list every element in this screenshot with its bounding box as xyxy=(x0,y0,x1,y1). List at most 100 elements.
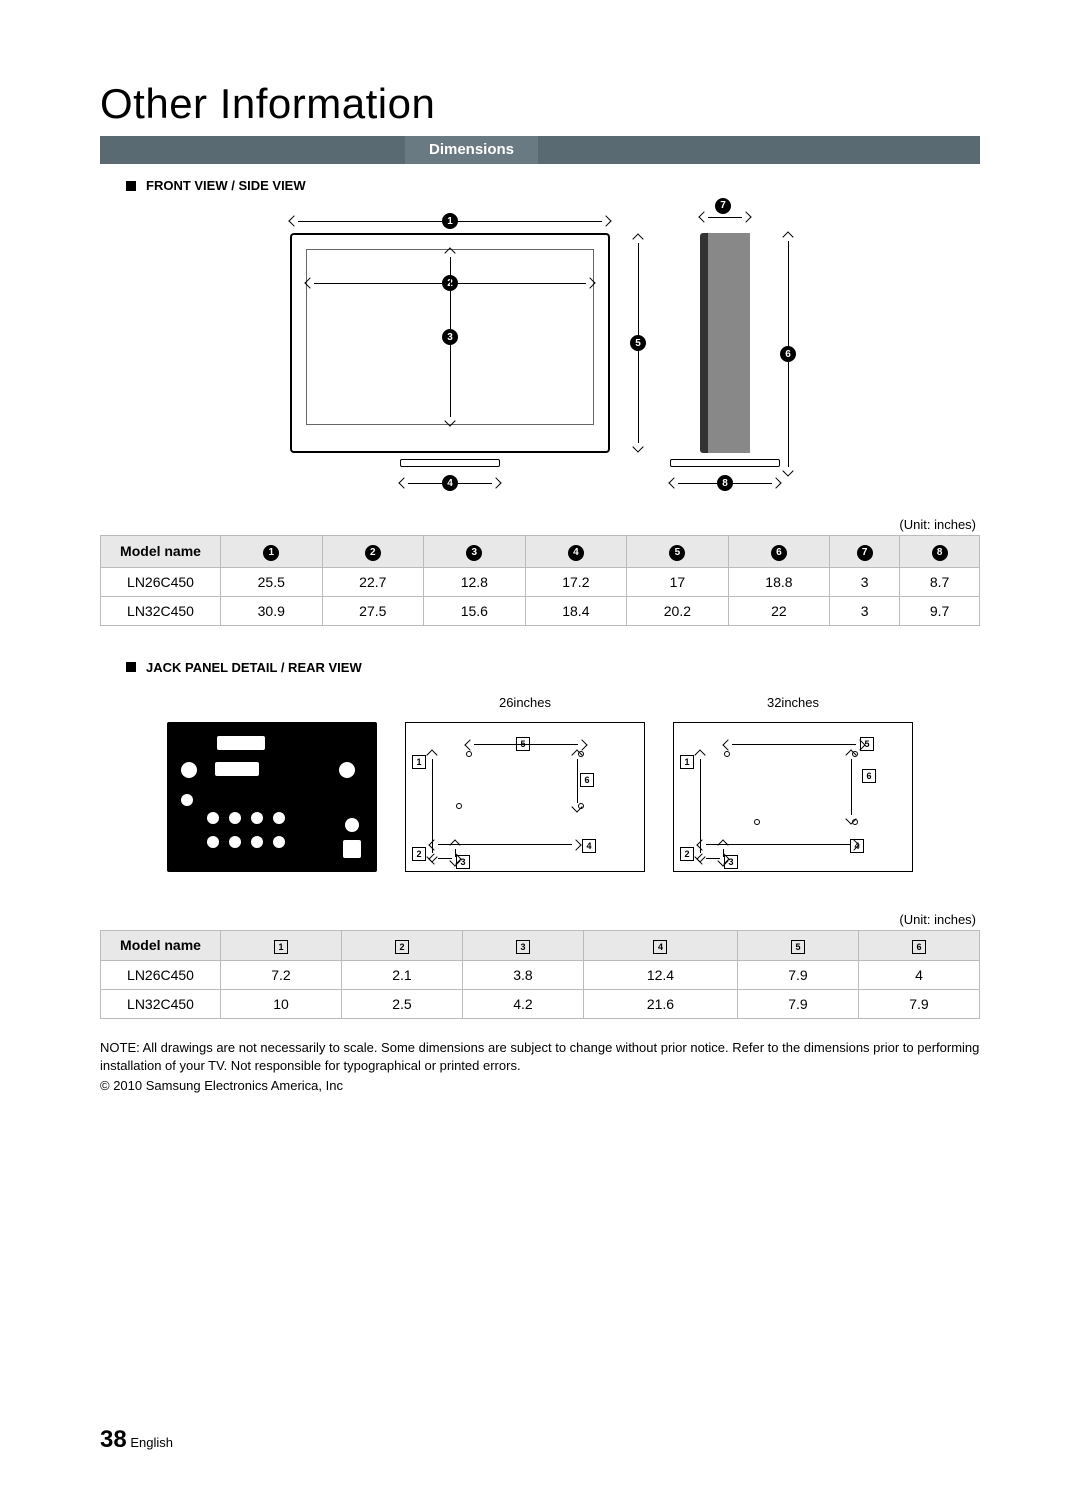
rnum-2-26: 2 xyxy=(412,847,426,861)
mount-hole xyxy=(466,751,472,757)
port-antin xyxy=(345,818,359,832)
t2-r0-c1: 2.1 xyxy=(341,960,462,989)
t2-model-hdr: Model name xyxy=(101,930,221,960)
mount-hole xyxy=(754,819,760,825)
section-header-text: Dimensions xyxy=(405,136,538,164)
rdim-3-32 xyxy=(719,841,727,865)
port-av-l xyxy=(207,836,219,848)
badge-4: 4 xyxy=(442,475,458,491)
port-av-v xyxy=(251,836,263,848)
t1-h5: 5 xyxy=(627,536,729,568)
rnum-2-32: 2 xyxy=(680,847,694,861)
t1-r1-c1: 27.5 xyxy=(322,596,424,625)
tv-stand-side xyxy=(670,459,780,467)
t2-r0-c5: 4 xyxy=(858,960,979,989)
rdim-1-32 xyxy=(696,751,704,861)
rnum-1-32: 1 xyxy=(680,755,694,769)
t1-r0-model: LN26C450 xyxy=(101,567,221,596)
t2-r1-c1: 2.5 xyxy=(341,989,462,1018)
t2-r1-c3: 21.6 xyxy=(583,989,737,1018)
t1-h8: 8 xyxy=(900,536,980,568)
rear-diagram-row: 1 2 3 4 5 6 1 2 3 4 5 6 xyxy=(100,722,980,872)
badge-1: 1 xyxy=(442,213,458,229)
port-hdmi xyxy=(217,736,265,750)
t2-h4: 4 xyxy=(583,930,737,960)
dimensions-table-2: Model name 1 2 3 4 5 6 LN26C450 7.2 2.1 … xyxy=(100,930,980,1019)
page-number: 38 xyxy=(100,1426,127,1453)
subhead-front-text: FRONT VIEW / SIDE VIEW xyxy=(146,178,306,193)
unit-label-2: (Unit: inches) xyxy=(100,912,980,927)
table1-header-row: Model name 1 2 3 4 5 6 7 8 xyxy=(101,536,980,568)
t2-r0-model: LN26C450 xyxy=(101,960,221,989)
section-header-bar: Dimensions xyxy=(100,136,980,164)
table-row: LN26C450 25.5 22.7 12.8 17.2 17 18.8 3 8… xyxy=(101,567,980,596)
rnum-4-26: 4 xyxy=(582,839,596,853)
t1-h4: 4 xyxy=(525,536,627,568)
rnum-1-26: 1 xyxy=(412,755,426,769)
unit-label-1: (Unit: inches) xyxy=(100,517,980,532)
t2-r0-c0: 7.2 xyxy=(221,960,342,989)
t1-r1-c6: 3 xyxy=(830,596,900,625)
jack-panel xyxy=(167,722,377,872)
t1-r1-c2: 15.6 xyxy=(424,596,526,625)
dim-8: 8 xyxy=(670,475,780,491)
t1-r1-c5: 22 xyxy=(728,596,830,625)
rnum-6-32: 6 xyxy=(862,769,876,783)
bar-left xyxy=(100,136,405,164)
dim-3: 3 xyxy=(442,249,458,425)
page-title: Other Information xyxy=(100,80,980,128)
t1-r0-c5: 18.8 xyxy=(728,567,830,596)
rear-panel-26: 1 2 3 4 5 6 xyxy=(405,722,645,872)
rear-label-32: 32inches xyxy=(673,695,913,710)
rdim-6-26 xyxy=(573,751,581,811)
port-jack-1 xyxy=(181,762,197,778)
front-side-diagram: 1 2 3 5 xyxy=(100,203,980,467)
table2-header-row: Model name 1 2 3 4 5 6 xyxy=(101,930,980,960)
t2-r1-c0: 10 xyxy=(221,989,342,1018)
port-exlink xyxy=(181,794,193,806)
rnum-6-26: 6 xyxy=(580,773,594,787)
t2-h1: 1 xyxy=(221,930,342,960)
t2-r1-c5: 7.9 xyxy=(858,989,979,1018)
port-pc xyxy=(215,762,259,776)
t1-r0-c0: 25.5 xyxy=(221,567,323,596)
port-comp-y xyxy=(207,812,219,824)
port-optical xyxy=(343,840,361,858)
rear-labels-row: 26inches 32inches xyxy=(100,695,980,716)
table-row: LN32C450 30.9 27.5 15.6 18.4 20.2 22 3 9… xyxy=(101,596,980,625)
t2-h6: 6 xyxy=(858,930,979,960)
t1-h6: 6 xyxy=(728,536,830,568)
table-row: LN32C450 10 2.5 4.2 21.6 7.9 7.9 xyxy=(101,989,980,1018)
t1-r0-c1: 22.7 xyxy=(322,567,424,596)
tv-front-outline: 2 3 5 xyxy=(290,233,610,453)
t2-r0-c2: 3.8 xyxy=(462,960,583,989)
dim-4: 4 xyxy=(400,475,500,491)
badge-6: 6 xyxy=(780,346,796,362)
t2-h2: 2 xyxy=(341,930,462,960)
page-footer: 38 English xyxy=(100,1426,173,1454)
t1-r1-c0: 30.9 xyxy=(221,596,323,625)
rdim-1-26 xyxy=(428,751,436,861)
t2-r1-c4: 7.9 xyxy=(738,989,859,1018)
dim-6: 6 xyxy=(780,233,796,475)
port-av-r xyxy=(229,836,241,848)
note-text: NOTE: All drawings are not necessarily t… xyxy=(100,1039,980,1075)
t2-r1-model: LN32C450 xyxy=(101,989,221,1018)
t2-r1-c2: 4.2 xyxy=(462,989,583,1018)
dimensions-table-1: Model name 1 2 3 4 5 6 7 8 LN26C450 25.5… xyxy=(100,535,980,626)
t2-h5: 5 xyxy=(738,930,859,960)
subhead-front: FRONT VIEW / SIDE VIEW xyxy=(126,178,980,193)
t1-h2: 2 xyxy=(322,536,424,568)
t1-r0-c6: 3 xyxy=(830,567,900,596)
port-comp-pb xyxy=(229,812,241,824)
rdim-5-32 xyxy=(724,741,864,749)
badge-8: 8 xyxy=(717,475,733,491)
t1-h3: 3 xyxy=(424,536,526,568)
bullet-icon xyxy=(126,662,136,672)
dim-7 xyxy=(700,213,750,221)
t1-r1-c3: 18.4 xyxy=(525,596,627,625)
copyright-text: © 2010 Samsung Electronics America, Inc xyxy=(100,1077,980,1095)
tv-side-outline xyxy=(700,233,750,453)
mount-hole xyxy=(456,803,462,809)
tv-stand-front xyxy=(400,459,500,467)
